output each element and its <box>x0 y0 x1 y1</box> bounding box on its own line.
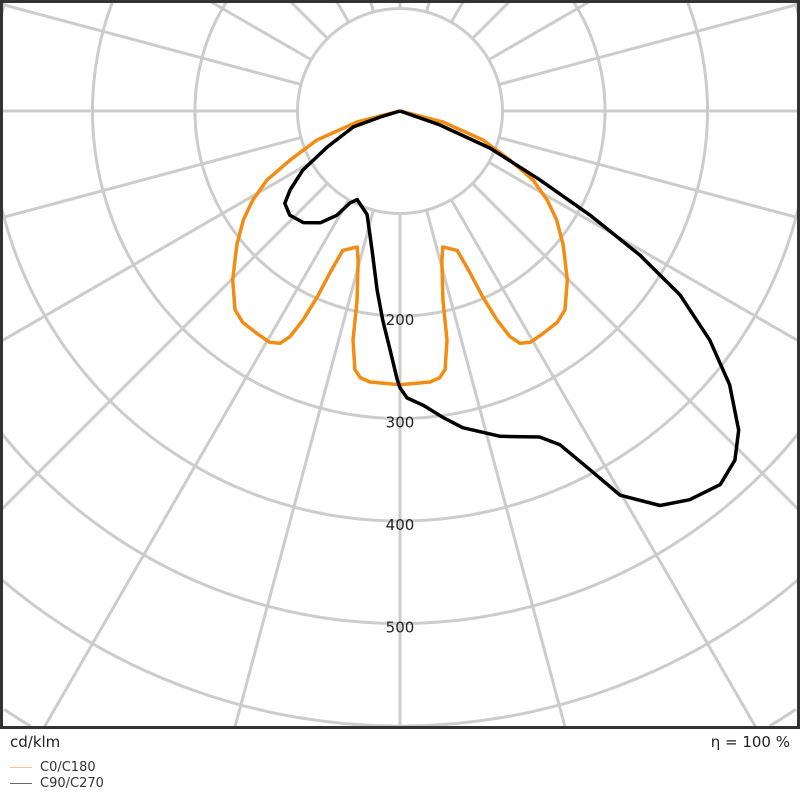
grid-spoke <box>471 0 513 40</box>
radial-tick-label: 400 <box>386 516 415 534</box>
grid-spoke <box>334 0 351 23</box>
grid-spoke <box>498 2 800 86</box>
legend-item-c90-c270: C90/C270 <box>10 776 104 791</box>
legend-swatch-orange <box>10 767 32 768</box>
radial-tick-label: 300 <box>386 414 415 432</box>
grid-spoke <box>287 0 329 40</box>
grid-spoke <box>42 199 351 729</box>
grid-spoke <box>0 136 302 220</box>
plot-frame <box>0 0 800 729</box>
grid-spoke <box>449 199 758 729</box>
grid-spoke <box>488 160 800 344</box>
grid-spoke <box>206 0 312 62</box>
legend-label: C90/C270 <box>40 776 104 791</box>
grid-spoke <box>0 160 312 344</box>
efficiency-label: η = 100 % <box>710 733 790 751</box>
grid-circle-300 <box>91 0 709 420</box>
curve-c90-c270 <box>283 109 741 508</box>
grid-spoke <box>488 0 594 62</box>
grid-spoke <box>0 182 329 513</box>
radial-tick-labels: 200 300 400 500 <box>386 311 415 637</box>
legend-swatch-black <box>10 783 32 784</box>
grid-spoke <box>498 136 800 220</box>
grid <box>0 0 800 729</box>
radial-tick-label: 500 <box>386 619 415 637</box>
curves <box>230 109 741 508</box>
grid-spoke <box>471 182 800 513</box>
grid-spoke <box>233 209 375 729</box>
grid-spoke <box>425 209 567 729</box>
grid-circle-500 <box>0 432 800 625</box>
unit-label: cd/klm <box>10 733 61 751</box>
grid-circle-600 <box>0 577 800 728</box>
grid-spoke <box>0 2 302 86</box>
legend-label: C0/C180 <box>40 760 96 775</box>
legend-item-c0-c180: C0/C180 <box>10 760 96 775</box>
grid-spoke <box>449 0 466 23</box>
radial-tick-label: 200 <box>386 311 415 329</box>
grid-circle-700 <box>3 708 797 728</box>
polar-diagram: 200 300 400 500 <box>0 0 800 729</box>
